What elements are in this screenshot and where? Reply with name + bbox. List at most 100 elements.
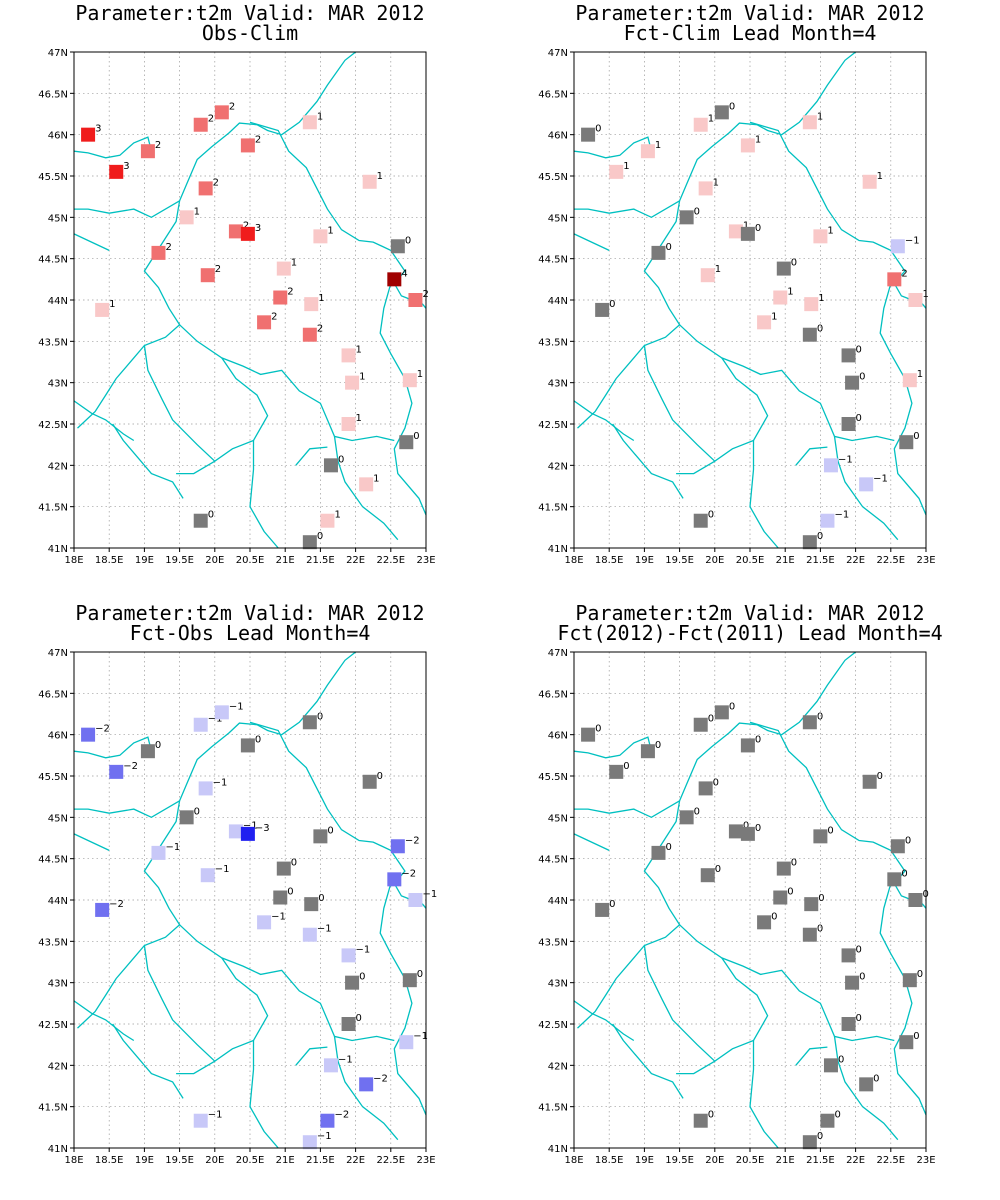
x-tick-label: 20.5E: [736, 555, 765, 566]
country-border: [679, 651, 857, 802]
station-value-label: 0: [729, 701, 735, 712]
country-border: [73, 136, 153, 159]
country-border: [77, 200, 181, 429]
country-border: [574, 200, 680, 219]
station-marker: [890, 239, 905, 254]
station-value-label: 0: [755, 734, 761, 745]
station-value-label: 1: [713, 177, 719, 188]
station-marker: [609, 164, 624, 179]
station-marker: [757, 315, 772, 330]
station-marker: [802, 927, 817, 942]
station-value-label: 0: [609, 899, 615, 910]
station-value-label: 0: [327, 825, 333, 836]
country-border: [612, 1023, 684, 1099]
station-marker: [804, 897, 819, 912]
country-border: [833, 436, 899, 541]
station-value-label: −1: [413, 1031, 428, 1042]
station-value-label: 0: [708, 1110, 714, 1121]
station-value-label: 0: [818, 893, 824, 904]
station-value-label: 0: [287, 887, 293, 898]
station-marker: [757, 915, 772, 930]
station-marker: [908, 893, 923, 907]
station-value-label: 0: [155, 740, 161, 751]
country-border: [73, 400, 135, 442]
station-marker: [200, 868, 215, 883]
y-tick-label: 47N: [548, 48, 568, 59]
country-border: [795, 1046, 828, 1066]
station-marker: [823, 458, 838, 473]
y-tick-label: 41N: [48, 544, 68, 555]
station-value-label: −1: [873, 473, 888, 484]
station-value-label: 0: [834, 1110, 840, 1121]
station-marker: [359, 477, 374, 492]
y-tick-label: 46N: [48, 131, 68, 142]
station-marker: [320, 513, 335, 528]
station-marker: [302, 535, 317, 550]
y-tick-label: 41.5N: [538, 503, 568, 514]
country-border: [249, 1040, 279, 1149]
country-border: [73, 1000, 135, 1042]
station-marker: [273, 890, 288, 905]
station-marker: [193, 513, 208, 528]
station-value-label: 0: [901, 868, 907, 879]
station-marker: [845, 375, 860, 390]
y-tick-label: 45N: [548, 213, 568, 224]
station-value-label: 0: [208, 510, 214, 521]
station-value-label: 2: [243, 220, 249, 231]
y-tick-label: 44N: [48, 896, 68, 907]
y-tick-label: 41N: [548, 1144, 568, 1155]
y-tick-label: 43N: [548, 979, 568, 990]
station-marker: [595, 302, 610, 317]
station-marker: [698, 181, 713, 196]
station-marker: [228, 824, 243, 839]
station-value-label: 0: [856, 344, 862, 355]
station-value-label: −1: [905, 235, 920, 246]
station-marker: [820, 1113, 835, 1128]
country-border: [749, 721, 927, 909]
country-border: [573, 833, 610, 851]
station-value-label: 0: [787, 887, 793, 898]
x-tick-label: 20.5E: [236, 555, 265, 566]
station-value-label: 3: [255, 223, 261, 234]
x-tick-label: 22.5E: [377, 555, 406, 566]
station-marker: [408, 293, 423, 307]
station-marker: [693, 513, 708, 528]
country-border: [179, 924, 395, 1042]
station-marker: [257, 315, 272, 330]
station-value-label: −1: [338, 1054, 353, 1065]
country-border: [74, 800, 180, 819]
panel-title: Parameter:t2m Valid: MAR 2012: [575, 1, 924, 25]
panel-subtitle: Fct(2012)-Fct(2011) Lead Month=4: [557, 621, 942, 645]
station-marker: [402, 973, 417, 988]
x-tick-label: 21.5E: [806, 555, 835, 566]
station-marker: [214, 705, 229, 720]
station-value-label: 0: [856, 1013, 862, 1024]
country-border: [574, 800, 680, 819]
station-value-label: −2: [123, 761, 138, 772]
station-value-label: −2: [109, 899, 124, 910]
station-value-label: −3: [255, 823, 270, 834]
station-value-label: 1: [377, 171, 383, 182]
x-tick-label: 20.5E: [736, 1155, 765, 1166]
y-tick-label: 45.5N: [38, 172, 68, 183]
station-value-label: 1: [318, 293, 324, 304]
x-tick-label: 21.5E: [806, 1155, 835, 1166]
x-tick-label: 21E: [776, 555, 795, 566]
station-value-label: 2: [208, 114, 214, 125]
station-marker: [240, 826, 255, 841]
station-value-label: −1: [834, 510, 849, 521]
station-marker: [841, 417, 856, 431]
x-tick-label: 21E: [276, 1155, 295, 1166]
country-border: [179, 651, 357, 802]
station-marker: [679, 810, 694, 825]
station-value-label: 1: [817, 111, 823, 122]
country-border: [749, 440, 779, 549]
station-value-label: 0: [827, 825, 833, 836]
station-value-label: 0: [694, 206, 700, 217]
station-marker: [887, 272, 902, 287]
panel-title: Parameter:t2m Valid: MAR 2012: [75, 601, 424, 625]
country-border: [643, 345, 769, 463]
station-marker: [773, 290, 788, 305]
station-value-label: 0: [255, 734, 261, 745]
station-value-label: 0: [859, 372, 865, 383]
